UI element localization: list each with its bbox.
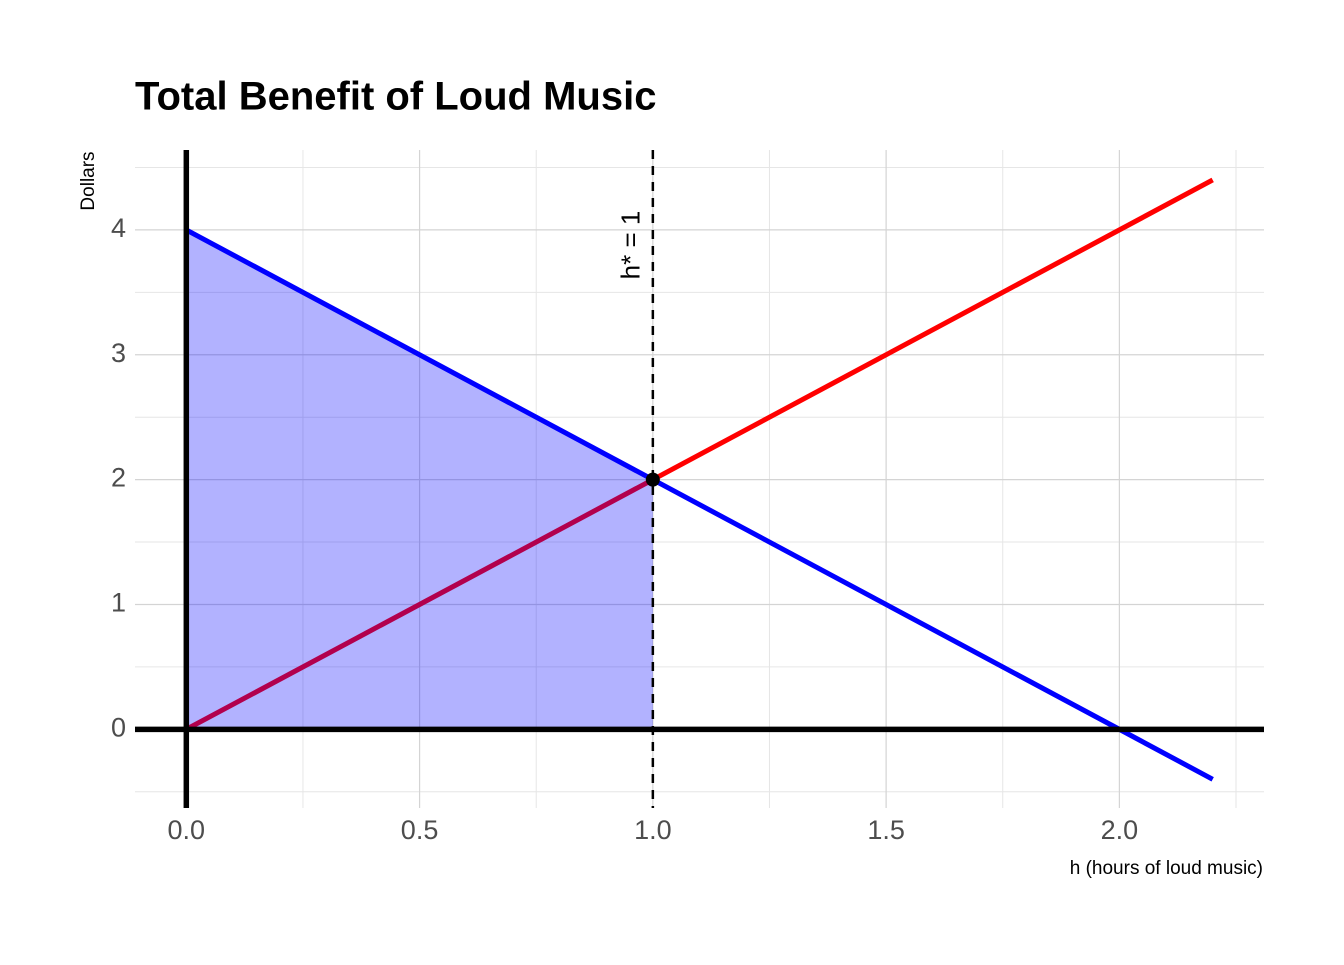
y-axis-label: Dollars [78, 151, 99, 210]
y-tick-label: 3 [111, 338, 126, 368]
chart-title: Total Benefit of Loud Music [135, 75, 656, 119]
point [645, 472, 660, 487]
x-tick-label: 2.0 [1101, 815, 1139, 845]
x-tick-label: 0.0 [168, 815, 206, 845]
area [186, 229, 653, 730]
x-tick-label: 1.5 [867, 815, 905, 845]
y-tick-label: 1 [111, 588, 126, 618]
reference-label: h* = 1 [616, 211, 646, 280]
line [185, 177, 1214, 732]
y-tick-label: 2 [111, 463, 126, 493]
x-tick-label: 1.0 [634, 815, 672, 845]
y-tick-label: 0 [111, 712, 126, 742]
x-axis-label: h (hours of loud music) [1070, 858, 1263, 879]
x-tick-label: 0.5 [401, 815, 439, 845]
line [185, 227, 1214, 782]
y-tick-label: 4 [111, 213, 126, 243]
